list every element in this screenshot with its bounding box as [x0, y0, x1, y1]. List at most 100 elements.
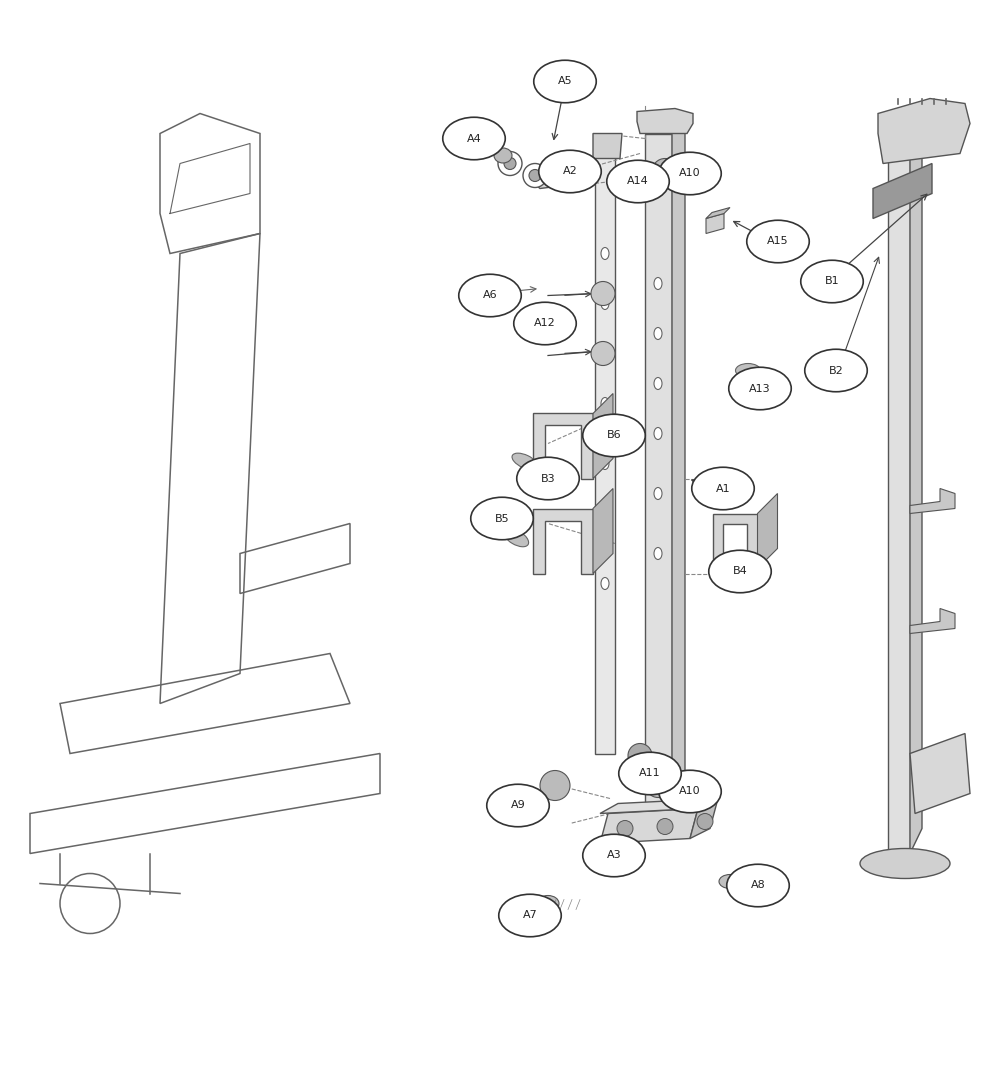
Text: A7: A7 [523, 910, 537, 921]
Polygon shape [910, 489, 955, 513]
Ellipse shape [654, 378, 662, 389]
Text: A10: A10 [679, 169, 701, 178]
Ellipse shape [601, 348, 609, 360]
Polygon shape [910, 733, 970, 813]
Polygon shape [888, 133, 930, 154]
Circle shape [657, 818, 673, 834]
Ellipse shape [727, 864, 789, 907]
Ellipse shape [631, 166, 649, 189]
Ellipse shape [659, 153, 721, 195]
Polygon shape [758, 494, 778, 569]
Polygon shape [706, 213, 724, 234]
Text: B6: B6 [607, 430, 621, 441]
Ellipse shape [583, 414, 645, 457]
Text: A10: A10 [679, 786, 701, 796]
Ellipse shape [487, 784, 549, 827]
Ellipse shape [607, 160, 669, 203]
Circle shape [540, 770, 570, 800]
Ellipse shape [805, 349, 867, 392]
Ellipse shape [654, 488, 662, 499]
Polygon shape [645, 133, 672, 813]
Polygon shape [637, 109, 693, 133]
Text: B3: B3 [541, 474, 555, 483]
Text: A8: A8 [751, 880, 765, 891]
Ellipse shape [654, 547, 662, 559]
Ellipse shape [497, 285, 519, 299]
Polygon shape [910, 608, 955, 634]
Ellipse shape [517, 458, 579, 499]
Circle shape [591, 282, 615, 305]
Text: B5: B5 [495, 513, 509, 524]
Ellipse shape [654, 328, 662, 339]
Ellipse shape [601, 517, 609, 529]
Text: A3: A3 [607, 850, 621, 860]
Ellipse shape [709, 551, 771, 593]
Polygon shape [593, 133, 622, 159]
Ellipse shape [601, 423, 619, 434]
Polygon shape [528, 163, 580, 189]
Ellipse shape [601, 298, 609, 309]
Text: A11: A11 [639, 768, 661, 779]
Circle shape [697, 813, 713, 829]
Text: A1: A1 [716, 483, 730, 494]
Ellipse shape [692, 467, 754, 510]
Ellipse shape [719, 875, 741, 889]
Polygon shape [533, 414, 593, 478]
Ellipse shape [583, 834, 645, 877]
Ellipse shape [514, 302, 576, 345]
Text: A5: A5 [558, 77, 572, 86]
Ellipse shape [659, 770, 721, 813]
Ellipse shape [654, 428, 662, 440]
Ellipse shape [512, 453, 538, 469]
Text: B4: B4 [733, 567, 747, 576]
Polygon shape [593, 394, 613, 478]
Circle shape [628, 744, 652, 767]
Text: A14: A14 [627, 176, 649, 187]
Ellipse shape [801, 260, 863, 303]
Polygon shape [593, 489, 613, 573]
Polygon shape [533, 509, 593, 573]
Ellipse shape [654, 277, 662, 289]
Ellipse shape [471, 497, 533, 540]
Ellipse shape [534, 60, 596, 102]
Circle shape [498, 152, 522, 175]
Polygon shape [600, 798, 718, 813]
Polygon shape [672, 113, 685, 813]
Text: B1: B1 [825, 276, 839, 287]
Text: A4: A4 [467, 133, 481, 143]
Text: A15: A15 [767, 237, 789, 246]
Polygon shape [910, 139, 922, 854]
Ellipse shape [747, 220, 809, 262]
Circle shape [617, 821, 633, 837]
Ellipse shape [499, 894, 561, 937]
Circle shape [529, 170, 541, 181]
Text: A9: A9 [511, 800, 525, 811]
Text: B2: B2 [829, 366, 843, 376]
Circle shape [523, 163, 547, 188]
Ellipse shape [539, 150, 601, 193]
Polygon shape [600, 809, 698, 844]
Polygon shape [595, 133, 615, 753]
Ellipse shape [744, 875, 766, 889]
Ellipse shape [619, 752, 681, 795]
Polygon shape [712, 513, 758, 569]
Ellipse shape [507, 505, 533, 523]
Ellipse shape [494, 148, 512, 163]
Ellipse shape [860, 848, 950, 878]
Ellipse shape [601, 398, 609, 410]
Circle shape [591, 341, 615, 366]
Ellipse shape [537, 895, 559, 911]
Ellipse shape [459, 274, 521, 317]
Text: A2: A2 [563, 166, 577, 176]
Circle shape [652, 159, 678, 185]
Polygon shape [690, 798, 718, 839]
Ellipse shape [443, 117, 505, 160]
Circle shape [646, 774, 670, 797]
Ellipse shape [503, 528, 529, 546]
Text: A12: A12 [534, 319, 556, 329]
Circle shape [504, 158, 516, 170]
Ellipse shape [601, 248, 609, 259]
Ellipse shape [729, 367, 791, 410]
Polygon shape [873, 163, 932, 219]
Ellipse shape [601, 577, 609, 589]
